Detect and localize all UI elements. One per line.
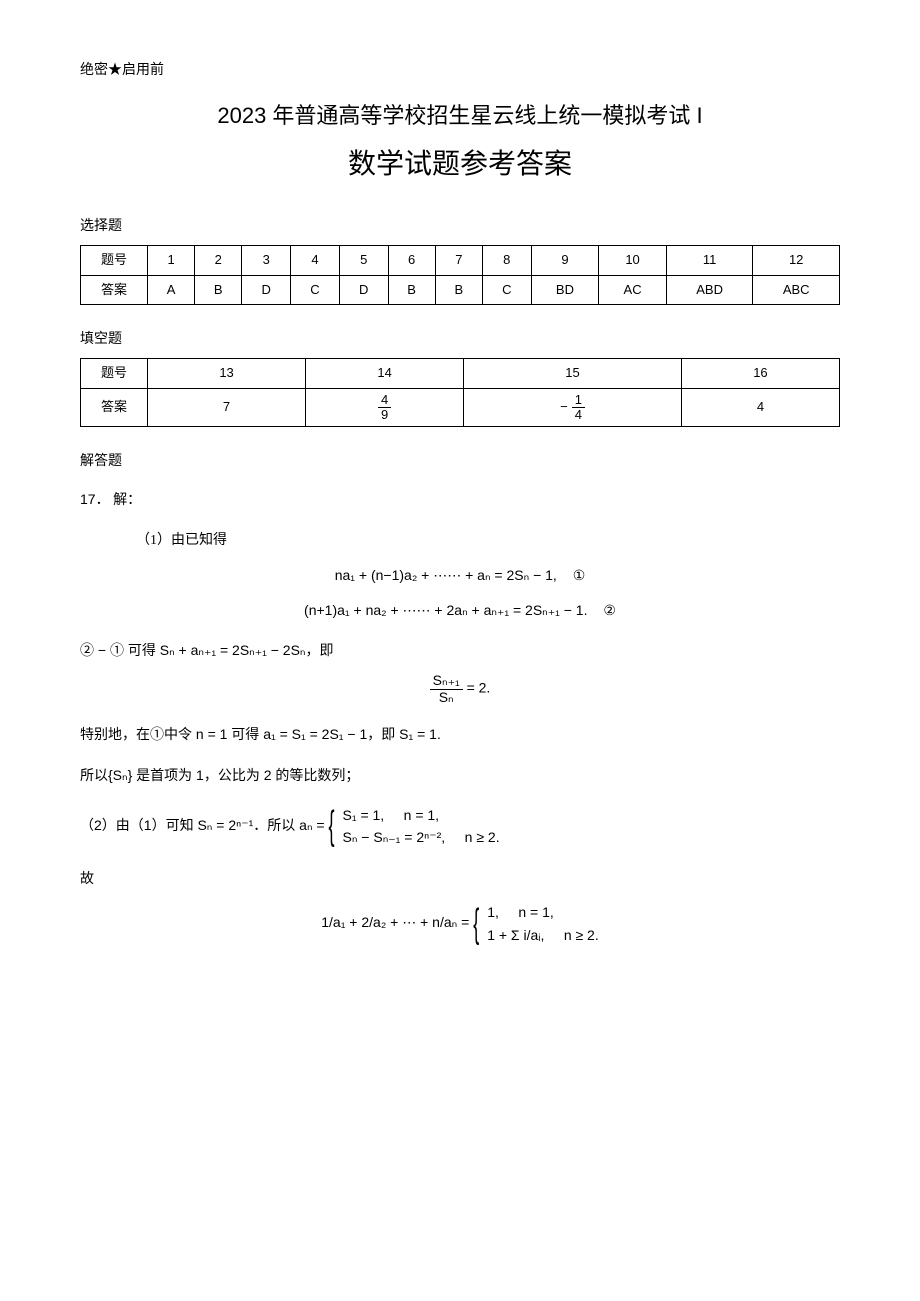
mc-ans: AC (599, 275, 667, 305)
mc-ans: B (435, 275, 482, 305)
final-cond1: n = 1, (518, 904, 553, 920)
table-row: 题号 1 2 3 4 5 6 7 8 9 10 11 12 (81, 245, 840, 275)
frac-den: 9 (378, 408, 391, 422)
fill-ans-13: 7 (148, 388, 306, 427)
mc-answer-table: 题号 1 2 3 4 5 6 7 8 9 10 11 12 答案 A B D C… (80, 245, 840, 306)
mc-ans: ABC (753, 275, 840, 305)
mc-ans: C (291, 275, 340, 305)
q17-ratio: Sₙ₊₁ Sₙ = 2. (80, 673, 840, 705)
mc-ans: BD (531, 275, 599, 305)
fill-row-answer: 答案 (81, 388, 148, 427)
q17-diff-line: ② − ① 可得 Sₙ + aₙ₊₁ = 2Sₙ₊₁ − 2Sₙ，即 (80, 639, 840, 661)
final-cond2: n ≥ 2. (564, 927, 599, 943)
mc-section-label: 选择题 (80, 216, 840, 238)
mc-num: 3 (242, 245, 291, 275)
mc-num: 5 (339, 245, 388, 275)
ratio-den: Sₙ (430, 690, 463, 705)
mc-num: 12 (753, 245, 840, 275)
fill-num: 14 (306, 358, 464, 388)
mc-num: 10 (599, 245, 667, 275)
mc-num: 7 (435, 245, 482, 275)
confidential-note: 绝密★启用前 (80, 60, 840, 82)
case2-cond: n ≥ 2. (465, 829, 500, 845)
q17-special-line: 特别地，在①中令 n = 1 可得 a₁ = S₁ = 2S₁ − 1，即 S₁… (80, 723, 840, 745)
mc-num: 11 (666, 245, 753, 275)
neg-sign: − (560, 397, 568, 418)
q17-p1-intro: （1）由已知得 (136, 530, 840, 552)
mc-num: 2 (195, 245, 242, 275)
case1-cond: n = 1, (404, 807, 439, 823)
table-row: 答案 A B D C D B B C BD AC ABD ABC (81, 275, 840, 305)
eq1-tag: ① (573, 564, 586, 586)
exam-title-line1: 2023 年普通高等学校招生星云线上统一模拟考试 I (80, 98, 840, 133)
solution-section-label: 解答题 (80, 451, 840, 473)
fill-ans-15: − 1 4 (464, 388, 682, 427)
exam-title-line2: 数学试题参考答案 (80, 142, 840, 187)
q17-conclusion1: 所以{Sₙ} 是首项为 1，公比为 2 的等比数列； (80, 764, 840, 786)
eq1-body: na₁ + (n−1)a₂ + ⋯⋯ + aₙ = 2Sₙ − 1, (335, 567, 557, 583)
final-lhs: 1/a₁ + 2/a₂ + ⋯ + n/aₙ = (321, 914, 469, 930)
mc-num: 9 (531, 245, 599, 275)
case1: S₁ = 1, (343, 807, 385, 823)
mc-num: 4 (291, 245, 340, 275)
mc-ans: A (148, 275, 195, 305)
mc-ans: B (195, 275, 242, 305)
case2: Sₙ − Sₙ₋₁ = 2ⁿ⁻², (343, 829, 446, 845)
frac-num: 1 (572, 393, 585, 408)
mc-ans: ABD (666, 275, 753, 305)
ratio-eq: = 2. (467, 680, 491, 696)
q17-gu: 故 (80, 867, 840, 889)
final-case1: 1, (487, 904, 499, 920)
fill-num: 15 (464, 358, 682, 388)
mc-num: 1 (148, 245, 195, 275)
fill-answer-table: 题号 13 14 15 16 答案 7 4 9 − 1 4 4 (80, 358, 840, 427)
mc-num: 8 (482, 245, 531, 275)
fill-ans-16: 4 (681, 388, 839, 427)
solution-word: 解： (113, 493, 141, 508)
final-case2: 1 + Σ i/aᵢ, (487, 927, 544, 943)
q17-eq1: na₁ + (n−1)a₂ + ⋯⋯ + aₙ = 2Sₙ − 1, ① (80, 564, 840, 586)
q17-number: 17． (80, 491, 110, 507)
table-row: 答案 7 4 9 − 1 4 4 (81, 388, 840, 427)
ratio-num: Sₙ₊₁ (430, 673, 463, 689)
mc-row-header: 题号 (81, 245, 148, 275)
q17-solution: 17． 解： （1）由已知得 na₁ + (n−1)a₂ + ⋯⋯ + aₙ =… (80, 488, 840, 946)
mc-ans: D (339, 275, 388, 305)
p2-intro: （2）由（1）可知 Sₙ = 2ⁿ⁻¹．所以 aₙ = (80, 817, 325, 833)
q17-p2: （2）由（1）可知 Sₙ = 2ⁿ⁻¹．所以 aₙ = S₁ = 1, n = … (80, 804, 840, 849)
q17-final: 1/a₁ + 2/a₂ + ⋯ + n/aₙ = 1, n = 1, 1 + Σ… (80, 901, 840, 946)
eq2-body: (n+1)a₁ + na₂ + ⋯⋯ + 2aₙ + aₙ₊₁ = 2Sₙ₊₁ … (304, 602, 587, 618)
fill-section-label: 填空题 (80, 329, 840, 351)
mc-row-answer: 答案 (81, 275, 148, 305)
mc-ans: B (388, 275, 435, 305)
fill-num: 16 (681, 358, 839, 388)
table-row: 题号 13 14 15 16 (81, 358, 840, 388)
mc-num: 6 (388, 245, 435, 275)
mc-ans: C (482, 275, 531, 305)
frac-den: 4 (572, 408, 585, 422)
fill-ans-14: 4 9 (306, 388, 464, 427)
q17-eq2: (n+1)a₁ + na₂ + ⋯⋯ + 2aₙ + aₙ₊₁ = 2Sₙ₊₁ … (80, 599, 840, 621)
fill-row-header: 题号 (81, 358, 148, 388)
frac-num: 4 (378, 393, 391, 408)
fill-num: 13 (148, 358, 306, 388)
mc-ans: D (242, 275, 291, 305)
eq2-tag: ② (603, 599, 616, 621)
